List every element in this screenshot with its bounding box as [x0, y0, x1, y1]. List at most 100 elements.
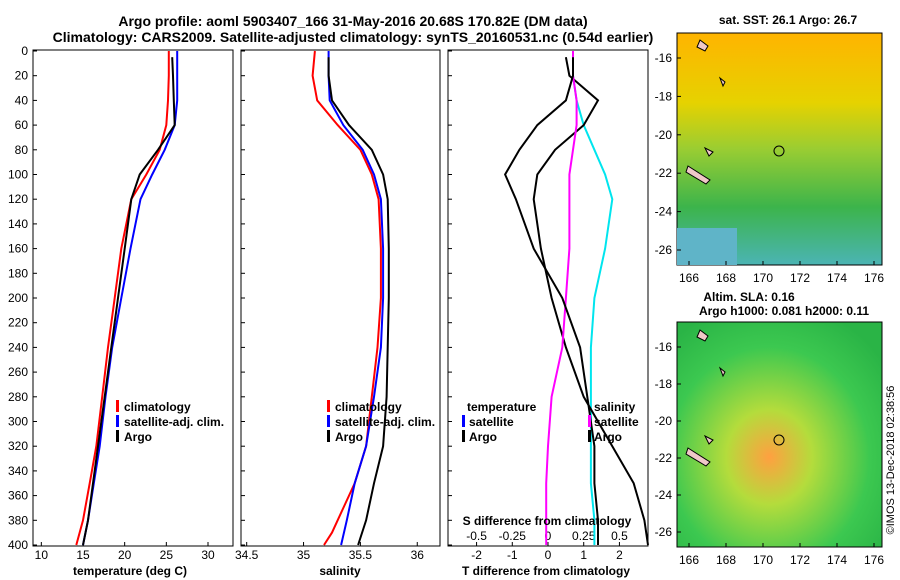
legend-swatch-s-argo: [588, 430, 591, 442]
difference-panel: [447, 49, 649, 547]
lon-tick-label: 168: [716, 553, 736, 567]
depth-tick-label: 280: [8, 390, 28, 404]
depth-tick-label: 80: [15, 143, 29, 157]
legend-label: satellite: [469, 415, 514, 429]
lat-tick-label: -18: [655, 377, 673, 391]
legend-swatch-satellite: [327, 415, 330, 427]
x-tick-label: -2: [471, 548, 482, 562]
legend-label: Argo: [469, 430, 497, 444]
depth-tick-label: 320: [8, 439, 28, 453]
s-diff-tick-label: -0.25: [499, 529, 527, 543]
depth-tick-label: 180: [8, 266, 28, 280]
lat-tick-label: -26: [655, 243, 673, 257]
sla-argo-location-icon: [773, 434, 785, 446]
depth-tick-label: 200: [8, 291, 28, 305]
legend-label: climatology: [335, 400, 402, 414]
sst-coast: [685, 39, 726, 185]
depth-tick-label: 360: [8, 489, 28, 503]
x-tick-label: 20: [118, 548, 132, 562]
depth-ticks: 0 20 40 60 80 100 120 140 160 180 200 220 240 260 280 3…: [8, 44, 452, 552]
depth-tick-label: 340: [8, 464, 28, 478]
lon-tick-label: 166: [679, 553, 699, 567]
legend-label: satellite-adj. clim.: [335, 415, 435, 429]
legend-label: climatology: [124, 400, 191, 414]
depth-tick-label: 60: [15, 118, 29, 132]
lat-tick-label: -26: [655, 525, 673, 539]
sla-lon-ticks: 166 168 170 172 174 176: [679, 543, 884, 567]
series-line-salinity-argo: [503, 57, 599, 545]
sst-map-cool-patch: [677, 228, 737, 265]
lon-tick-label: 166: [679, 271, 699, 285]
x-tick-label: 35: [297, 548, 311, 562]
legend-swatch-argo: [116, 430, 119, 442]
depth-tick-label: 380: [8, 513, 28, 527]
depth-tick-label: 260: [8, 365, 28, 379]
lon-tick-label: 176: [864, 271, 884, 285]
salinity-panel: [240, 49, 441, 547]
s-diff-tick-label: 0.5: [611, 529, 628, 543]
lat-tick-label: -24: [655, 205, 673, 219]
depth-tick-label: 120: [8, 192, 28, 206]
x-tick-label: 15: [76, 548, 90, 562]
x-tick-label: 36: [411, 548, 425, 562]
header-line-2: Climatology: CARS2009. Satellite-adjuste…: [53, 29, 654, 45]
series-line-climatology: [75, 51, 170, 546]
legend-swatch-s-satellite: [588, 415, 591, 427]
salinity-xlabel: salinity: [319, 564, 361, 578]
watermark: ©IMOS 13-Dec-2018 02:38:56: [885, 386, 897, 535]
s-diff-tick-label: 0: [545, 529, 552, 543]
legend-swatch-satellite: [116, 415, 119, 427]
legend-label: satellite: [594, 415, 639, 429]
lat-tick-label: -16: [655, 51, 673, 65]
depth-tick-label: 20: [15, 69, 29, 83]
legend-swatch-climatology: [327, 400, 330, 412]
depth-tick-label: 400: [8, 538, 28, 552]
sst-map: [676, 32, 883, 266]
x-tick-label: 25: [160, 548, 174, 562]
sla-map-title-1: Altim. SLA: 0.16: [703, 290, 795, 304]
legend-title-temperature: temperature: [467, 400, 537, 414]
s-diff-tick-label: -0.5: [466, 529, 487, 543]
depth-tick-label: 0: [21, 44, 28, 58]
sst-lat-ticks: -16 -18 -20 -22 -24 -26: [655, 51, 681, 257]
lon-tick-label: 174: [827, 271, 847, 285]
x-tick-label: 30: [201, 548, 215, 562]
x-tick-label: 0: [545, 548, 552, 562]
lat-tick-label: -16: [655, 340, 673, 354]
series-line-temperature-argo: [532, 57, 649, 546]
temperature-legend: climatology satellite-adj. clim. Argo: [116, 400, 224, 444]
series-line-argo: [82, 57, 176, 546]
legend-label: Argo: [335, 430, 363, 444]
salinity-legend: climatology satellite-adj. clim. Argo: [327, 400, 435, 444]
header-line-1: Argo profile: aoml 5903407_166 31-May-20…: [118, 13, 587, 29]
lat-tick-label: -18: [655, 89, 673, 103]
legend-swatch-t-satellite: [462, 415, 465, 427]
depth-tick-label: 240: [8, 340, 28, 354]
sst-argo-location-icon: [773, 145, 785, 157]
s-diff-tick-label: 0.25: [572, 529, 596, 543]
sla-map: [676, 321, 883, 548]
series-line-satellite-adj-clim-: [327, 51, 385, 546]
x-tick-label: 2: [616, 548, 623, 562]
series-line-temperature-satellite: [572, 51, 614, 545]
difference-xlabel: T difference from climatology: [462, 564, 630, 578]
lon-tick-label: 168: [716, 271, 736, 285]
series-line-satellite-adj-clim-: [82, 51, 179, 546]
lat-tick-label: -20: [655, 414, 673, 428]
legend-swatch-t-argo: [462, 430, 465, 442]
difference-legend: temperature satellite Argo salinity sate…: [462, 400, 639, 444]
lat-tick-label: -20: [655, 128, 673, 142]
temperature-xlabel: temperature (deg C): [73, 564, 187, 578]
s-difference-label: S difference from climatology: [463, 514, 632, 528]
depth-tick-label: 300: [8, 415, 28, 429]
x-tick-label: 1: [580, 548, 587, 562]
series-line-climatology: [311, 50, 382, 546]
depth-tick-label: 160: [8, 242, 28, 256]
sst-lon-ticks: 166 168 170 172 174 176: [679, 261, 884, 285]
legend-label: Argo: [124, 430, 152, 444]
lon-tick-label: 174: [827, 553, 847, 567]
x-tick-label: 10: [35, 548, 49, 562]
sla-map-title-2: Argo h1000: 0.081 h2000: 0.11: [699, 304, 869, 318]
depth-tick-label: 140: [8, 217, 28, 231]
